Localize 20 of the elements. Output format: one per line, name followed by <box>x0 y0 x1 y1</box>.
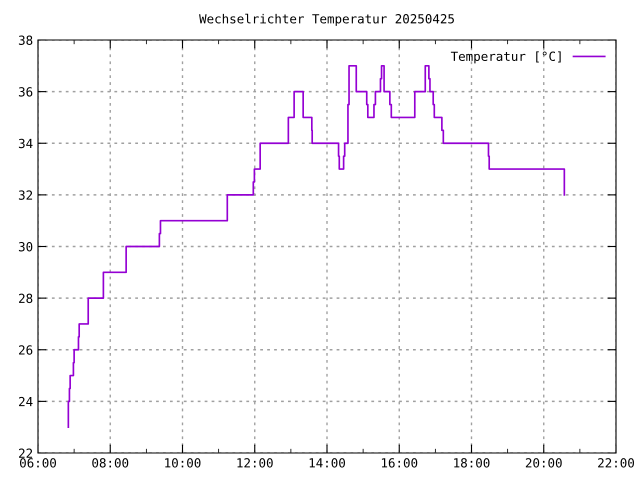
x-tick-label: 08:00 <box>92 458 128 468</box>
y-tick-label: 32 <box>18 190 32 200</box>
x-tick-label: 18:00 <box>454 458 490 468</box>
y-tick-label: 22 <box>19 448 32 458</box>
y-tick-label: 24 <box>19 396 33 406</box>
x-tick-label: 06:00 <box>20 458 56 468</box>
y-tick-label: 34 <box>18 138 33 148</box>
x-tick-label: 16:00 <box>382 458 418 468</box>
y-tick-label: 26 <box>19 345 32 355</box>
x-tick-label: 20:00 <box>526 458 562 468</box>
legend-label: Temperatur [°C] <box>450 51 561 64</box>
y-tick-label: 28 <box>19 294 32 304</box>
x-tick-label: 10:00 <box>165 458 201 468</box>
y-tick-label: 38 <box>18 36 32 45</box>
x-tick-label: 12:00 <box>237 458 273 468</box>
x-tick-label: 14:00 <box>310 458 346 468</box>
chart-title: Wechselrichter Temperatur 20250425 <box>199 14 454 26</box>
x-tick-label: 22:00 <box>598 458 634 468</box>
y-tick-label: 30 <box>18 242 32 252</box>
y-tick-label: 36 <box>18 87 32 97</box>
